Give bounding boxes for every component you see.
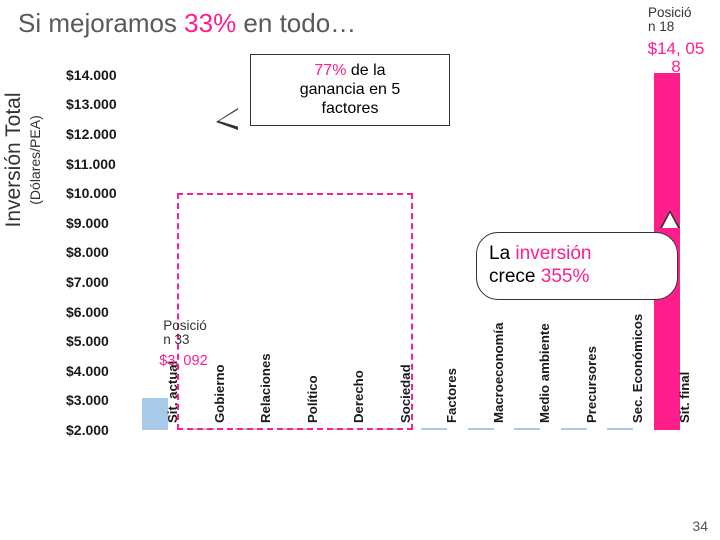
y-tick-label: $7.000 bbox=[60, 274, 132, 290]
bar-rect bbox=[561, 428, 587, 430]
pos33-label: Posició n 33 bbox=[163, 319, 207, 347]
y-tick-label: $14.000 bbox=[60, 67, 132, 83]
y-tick-label: $12.000 bbox=[60, 126, 132, 142]
bar-rect bbox=[607, 428, 633, 430]
pos18-label: Posició n 18 bbox=[648, 6, 700, 34]
x-tick-label: Precursores bbox=[584, 346, 599, 423]
bar-rect bbox=[514, 428, 540, 430]
y-tick-label: $11.000 bbox=[60, 156, 132, 172]
x-tick-label: Sit. final bbox=[677, 372, 692, 423]
y-tick-label: $13.000 bbox=[60, 96, 132, 112]
y-tick-label: $6.000 bbox=[60, 304, 132, 320]
title-pre: Si mejoramos bbox=[18, 8, 184, 38]
callout-growth: La inversión crece 355% bbox=[476, 232, 678, 300]
x-tick-label: Sec. Económicos bbox=[630, 314, 645, 423]
y-tick-label: $10.000 bbox=[60, 185, 132, 201]
page-number: 34 bbox=[692, 518, 708, 534]
x-tick-label: Medio ambiente bbox=[537, 323, 552, 423]
highlight-box bbox=[177, 193, 414, 430]
y-tick-label: $2.000 bbox=[60, 422, 132, 438]
bar-rect bbox=[468, 428, 494, 430]
x-tick-label: Macroeconomía bbox=[491, 323, 506, 423]
page-title: Si mejoramos 33% en todo… bbox=[18, 8, 356, 39]
x-tick-label: Factores bbox=[444, 368, 459, 423]
pos33-value: $3, 092 bbox=[159, 353, 207, 369]
callout-gain: 77% de la ganancia en 5 factores bbox=[250, 54, 450, 126]
y-tick-label: $8.000 bbox=[60, 244, 132, 260]
title-post: en todo… bbox=[236, 8, 356, 38]
y-tick-label: $5.000 bbox=[60, 333, 132, 349]
title-pct: 33% bbox=[184, 8, 236, 38]
y-tick-label: $3.000 bbox=[60, 392, 132, 408]
y-tick-label: $9.000 bbox=[60, 215, 132, 231]
bar-rect bbox=[421, 428, 447, 430]
y-tick-label: $4.000 bbox=[60, 363, 132, 379]
yaxis-title: Inversión Total (Dólares/PEA) bbox=[2, 60, 26, 260]
